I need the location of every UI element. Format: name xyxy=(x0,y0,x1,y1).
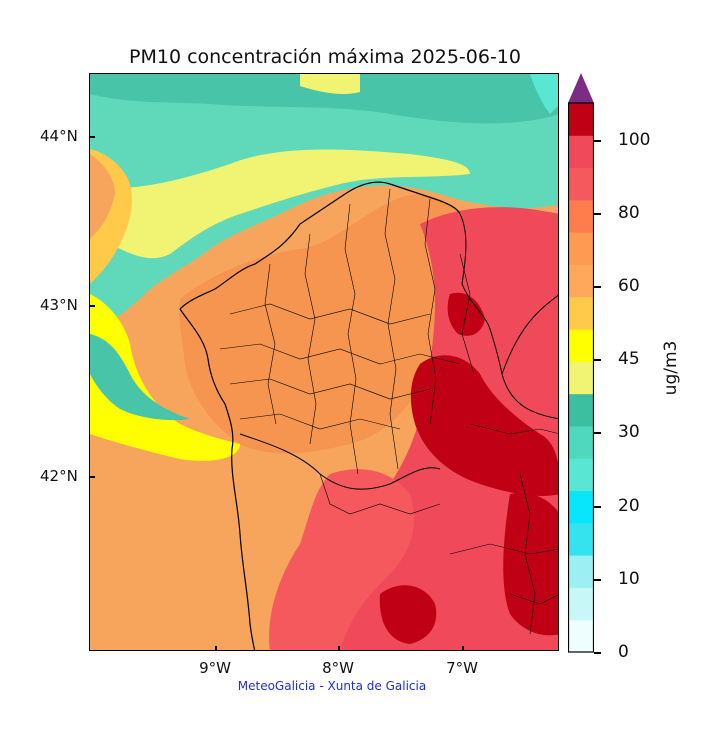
lat-label-43n: 43°N xyxy=(40,296,78,314)
colorbar-tick-0 xyxy=(594,652,601,654)
field-yellow-top xyxy=(300,74,360,94)
colorbar-segment xyxy=(568,425,594,459)
colorbar-segment xyxy=(568,490,594,524)
colorbar-segment xyxy=(568,264,594,298)
field-south-red xyxy=(269,469,414,650)
colorbar-segment xyxy=(568,555,594,588)
colorbar-tick-45 xyxy=(594,359,601,361)
colorbar-label-0: 0 xyxy=(618,642,629,662)
field-cyan-corner xyxy=(530,74,558,114)
lon-tick-8w xyxy=(338,646,340,651)
field-darkred-south xyxy=(379,585,437,644)
lat-tick-42n xyxy=(90,476,95,478)
lat-label-44n: 44°N xyxy=(40,127,78,145)
colorbar-extend-arrow xyxy=(568,73,594,103)
field-teal-west xyxy=(90,334,190,421)
colorbar-unit-label: ug/m3 xyxy=(661,340,681,396)
colorbar-segment xyxy=(568,232,594,265)
colorbar-segment xyxy=(568,619,594,653)
colorbar-segment xyxy=(568,103,594,136)
colorbar-label-100: 100 xyxy=(618,130,651,150)
lat-label-42n: 42°N xyxy=(40,467,78,485)
coastline-north xyxy=(179,181,461,310)
colorbar-label-20: 20 xyxy=(618,496,640,516)
source-credit: MeteoGalicia - Xunta de Galicia xyxy=(237,679,427,693)
border-portugal xyxy=(239,433,441,490)
colorbar-segment xyxy=(568,296,594,330)
map-title: PM10 concentración máxima 2025-06-10 xyxy=(129,46,521,68)
map-panel xyxy=(89,73,559,651)
lon-tick-9w xyxy=(215,646,217,651)
field-darkred-north xyxy=(447,292,485,336)
lon-label-7w: 7°W xyxy=(446,659,478,677)
field-west-orange-core xyxy=(90,154,115,239)
colorbar-label-10: 10 xyxy=(618,569,640,589)
lon-label-8w: 8°W xyxy=(322,659,354,677)
colorbar-segment xyxy=(568,199,594,233)
colorbar-segment xyxy=(568,522,594,556)
colorbar-tick-10 xyxy=(594,579,601,581)
lon-tick-7w xyxy=(462,646,464,651)
colorbar-segments xyxy=(568,103,594,653)
lat-tick-44n xyxy=(90,136,95,138)
municipal-boundaries xyxy=(219,188,558,635)
field-yellow-north xyxy=(90,149,470,259)
colorbar-label-30: 30 xyxy=(618,422,640,442)
colorbar-segment xyxy=(568,587,594,621)
colorbar-tick-20 xyxy=(594,506,601,508)
colorbar-segment xyxy=(568,393,594,427)
colorbar-label-80: 80 xyxy=(618,203,640,223)
colorbar-tick-30 xyxy=(594,432,601,434)
field-yellow-west xyxy=(90,294,240,461)
colorbar-tick-100 xyxy=(594,140,601,142)
lat-tick-43n xyxy=(90,305,95,307)
colorbar-label-45: 45 xyxy=(618,349,640,369)
colorbar-outline xyxy=(568,102,594,653)
colorbar xyxy=(568,73,594,653)
lon-label-9w: 9°W xyxy=(199,659,231,677)
field-teal-north xyxy=(90,74,558,334)
colorbar-segment xyxy=(568,458,594,492)
colorbar-segment xyxy=(568,329,594,362)
colorbar-segment xyxy=(568,361,594,395)
colorbar-segment xyxy=(568,167,594,201)
field-teal-dark xyxy=(90,74,558,124)
border-east xyxy=(459,213,503,375)
field-darkred-core xyxy=(410,355,558,496)
coastline-west xyxy=(179,308,256,650)
colorbar-segment xyxy=(568,135,594,169)
field-darkred-east xyxy=(503,492,558,636)
field-land-orange xyxy=(179,194,470,454)
pm10-field-map xyxy=(90,74,558,650)
border-southeast xyxy=(501,294,558,420)
colorbar-tick-60 xyxy=(594,286,601,288)
colorbar-tick-80 xyxy=(594,213,601,215)
colorbar-label-60: 60 xyxy=(618,276,640,296)
